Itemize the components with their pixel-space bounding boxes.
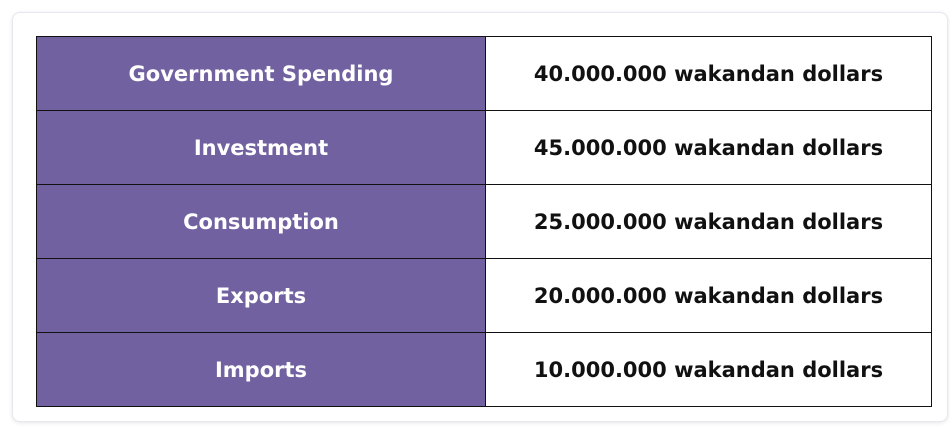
- row-label-government-spending: Government Spending: [36, 36, 486, 111]
- table-row: Government Spending 40.000.000 wakandan …: [36, 36, 932, 111]
- row-label-consumption: Consumption: [36, 184, 486, 259]
- row-value-government-spending: 40.000.000 wakandan dollars: [485, 36, 932, 111]
- row-value-investment: 45.000.000 wakandan dollars: [485, 110, 932, 185]
- row-label-exports: Exports: [36, 258, 486, 333]
- table-row: Investment 45.000.000 wakandan dollars: [36, 110, 932, 185]
- table-row: Exports 20.000.000 wakandan dollars: [36, 258, 932, 333]
- row-value-imports: 10.000.000 wakandan dollars: [485, 332, 932, 407]
- row-value-exports: 20.000.000 wakandan dollars: [485, 258, 932, 333]
- economic-data-table: Government Spending 40.000.000 wakandan …: [36, 36, 932, 407]
- row-label-imports: Imports: [36, 332, 486, 407]
- row-label-investment: Investment: [36, 110, 486, 185]
- table-row: Imports 10.000.000 wakandan dollars: [36, 332, 932, 407]
- table-row: Consumption 25.000.000 wakandan dollars: [36, 184, 932, 259]
- row-value-consumption: 25.000.000 wakandan dollars: [485, 184, 932, 259]
